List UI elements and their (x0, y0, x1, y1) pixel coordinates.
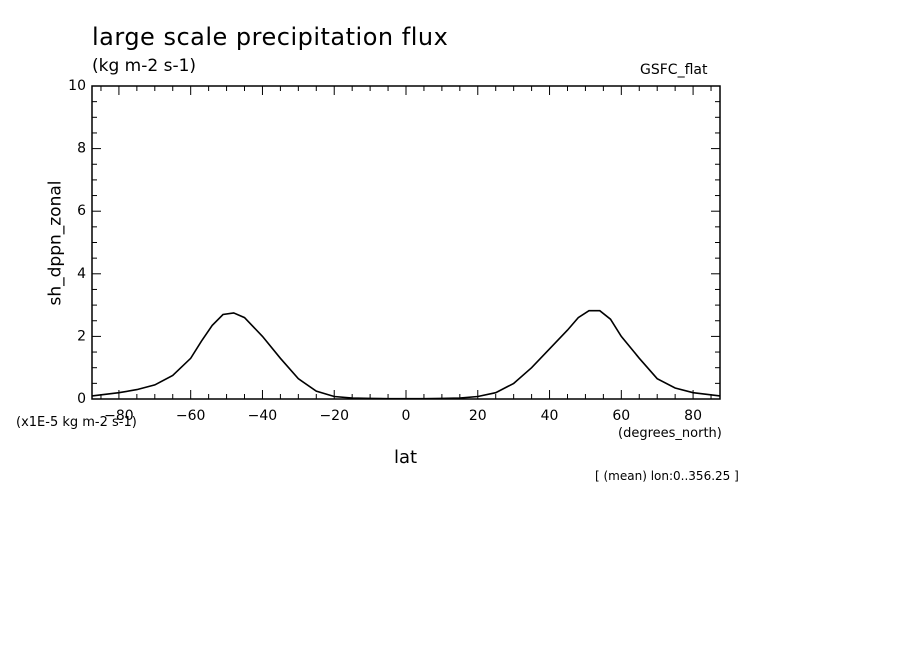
x-axis-units: (degrees_north) (618, 426, 722, 441)
x-tick-label: 40 (541, 408, 559, 424)
ticks-group (92, 85, 720, 400)
x-axis-label: lat (394, 447, 418, 468)
y-tick-label: 4 (77, 266, 86, 282)
x-tick-label: 0 (402, 408, 411, 424)
x-tick-label: −80 (104, 408, 134, 424)
plot-frame (91, 85, 721, 400)
x-tick-label: 60 (612, 408, 630, 424)
y-tick-label: 6 (77, 203, 86, 219)
x-tick-label: −20 (319, 408, 349, 424)
series-line (91, 309, 721, 400)
x-tick-label: −40 (248, 408, 278, 424)
x-tick-label: −60 (176, 408, 206, 424)
chart-title: large scale precipitation flux (92, 23, 449, 51)
scale-note: (x1E-5 kg m-2 s-1) (16, 415, 137, 430)
footnote: [ (mean) lon:0..356.25 ] (595, 469, 739, 483)
y-tick-label: 0 (77, 391, 86, 407)
x-tick-label: 20 (469, 408, 487, 424)
x-tick-label: 80 (684, 408, 702, 424)
y-tick-label: 2 (77, 328, 86, 344)
chart-units: (kg m-2 s-1) (92, 56, 197, 76)
y-tick-label: 8 (77, 141, 86, 157)
tick-labels-group: −80 −60 −40 −20 0 20 40 60 80 0 2 4 6 8 10 (68, 78, 702, 424)
y-tick-label: 10 (68, 78, 86, 94)
dataset-label: GSFC_flat (640, 62, 708, 78)
